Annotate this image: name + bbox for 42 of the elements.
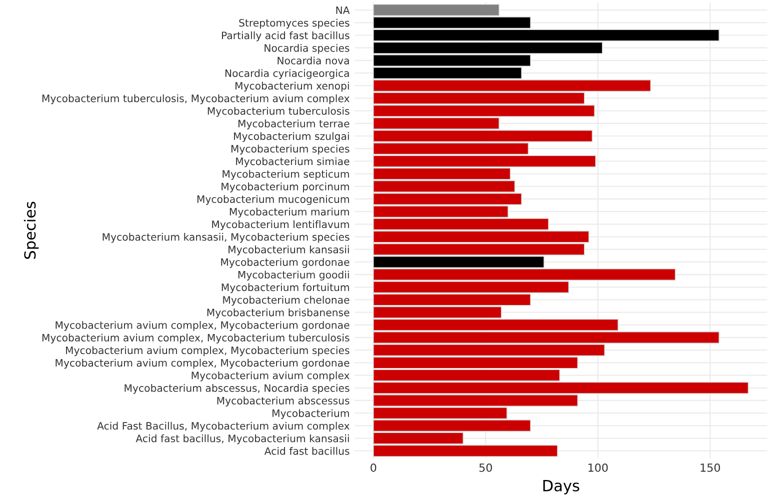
y-tick-label: Mycobacterium mucogenicum (197, 195, 349, 205)
x-tick-label: 0 (370, 463, 376, 472)
y-tick-label: Mycobacterium avium complex, Mycobacterium tuberculosis (42, 334, 350, 344)
y-tick-label: Partially acid fast bacillus (222, 31, 350, 42)
y-axis-title: Species (24, 202, 39, 259)
y-tick-label: Mycobacterium xenopi (236, 82, 349, 92)
y-tick-label: Nocardia species (264, 44, 350, 54)
y-tick-label: Mycobacterium porcinum (222, 182, 349, 192)
y-tick-label: Mycobacterium avium complex, Mycobacterium gordonae (56, 321, 350, 331)
y-tick-label: Mycobacterium terrae (238, 120, 350, 130)
y-tick-label: Nocardia cyriacigeorgica (225, 69, 349, 79)
y-tick-label: Nocardia nova (278, 56, 349, 64)
y-tick-label: Acid fast bacillus, Mycobacterium kansasii (136, 434, 349, 444)
x-tick-label: 100 (588, 463, 608, 472)
y-tick-label: Mycobacterium lentiflavum (212, 220, 349, 230)
y-tick-label: Mycobacterium tuberculosis, Mycobacterium avium complex (42, 94, 350, 104)
y-tick-label: Acid fast bacillus (264, 447, 350, 455)
y-tick-label: Mycobacterium kansasii, Mycobacterium species (102, 232, 350, 243)
y-tick-label: NA (336, 6, 350, 14)
y-tick-label: Mycobacterium szulgai (234, 132, 349, 142)
y-tick-label: Acid Fast Bacillus, Mycobacterium avium complex (97, 422, 350, 432)
x-tick-label: 150 (700, 463, 720, 472)
y-tick-label: Mycobacterium avium complex, Mycobacterium species (66, 346, 350, 356)
y-tick-label: Mycobacterium avium complex (192, 371, 350, 382)
y-tick-label: Mycobacterium septicum (222, 170, 349, 180)
y-tick-label: Mycobacterium species (231, 144, 350, 155)
y-tick-label: Mycobacterium chelonae (223, 296, 350, 306)
y-tick-label: Mycobacterium abscessus, Nocardia species (124, 384, 350, 394)
y-tick-label: Mycobacterium simiae (236, 157, 350, 168)
x-tick-label: 50 (479, 463, 492, 472)
y-tick-label: Streptomyces species (239, 18, 350, 29)
y-tick-label: Mycobacterium abscessus (217, 396, 350, 406)
y-tick-label: Mycobacterium brisbanense (207, 308, 350, 318)
y-tick-label: Mycobacterium fortuitum (222, 283, 349, 294)
y-tick-label: Mycobacterium tuberculosis (208, 106, 350, 117)
y-tick-label: Mycobacterium avium complex, Mycobacterium gordonae (56, 358, 350, 369)
y-tick-label: Mycobacterium gordonae (221, 258, 350, 268)
x-axis-title: Days (543, 480, 580, 494)
y-tick-label: Mycobacterium goodii (238, 270, 349, 280)
y-tick-label: Mycobacterium kansasii (228, 246, 349, 256)
y-tick-label: Mycobacterium marium (230, 208, 349, 218)
y-tick-label: Mycobacterium (272, 409, 349, 420)
